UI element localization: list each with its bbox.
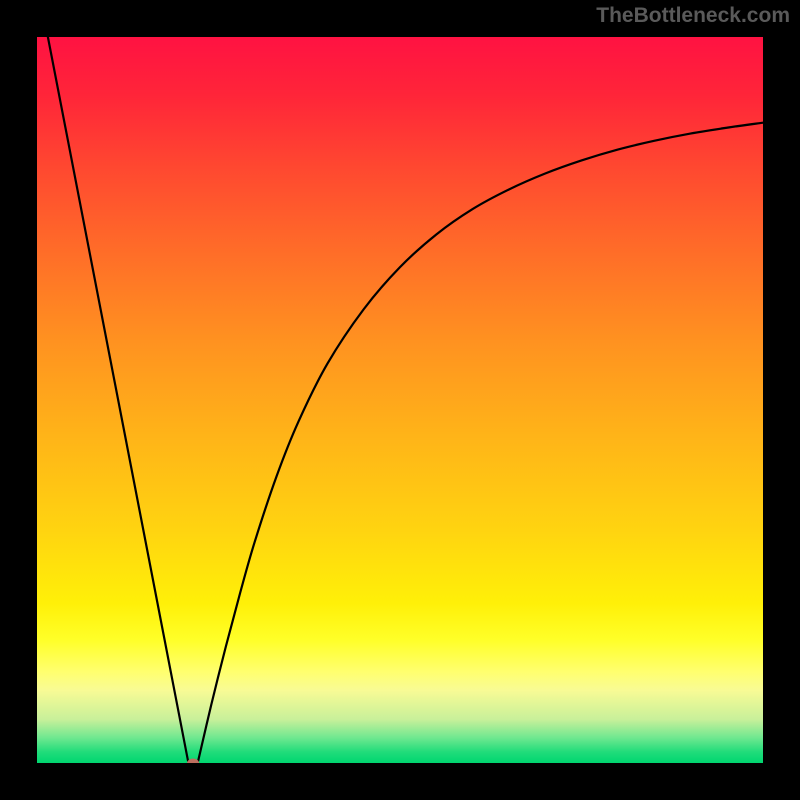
curve-left-branch xyxy=(48,37,188,761)
minimum-marker xyxy=(187,759,199,764)
curve-right-branch xyxy=(198,123,763,761)
plot-area xyxy=(37,37,763,763)
bottleneck-curve xyxy=(37,37,763,763)
watermark-text: TheBottleneck.com xyxy=(596,4,790,28)
chart-container: TheBottleneck.com xyxy=(0,0,800,800)
